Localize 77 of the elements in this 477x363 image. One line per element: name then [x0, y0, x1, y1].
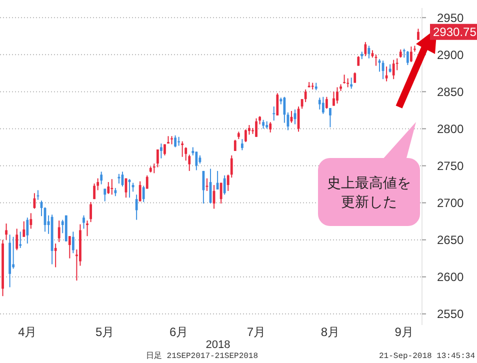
text: 日足 21SEP2017-21SEP2018 — [146, 351, 258, 361]
y-tick-label: 2650 — [437, 233, 464, 248]
candlestick — [392, 59, 395, 80]
candlestick — [135, 194, 138, 220]
candlestick — [107, 182, 110, 194]
y-tick-label: 2550 — [437, 307, 464, 322]
candlestick — [195, 151, 198, 171]
candlestick — [234, 139, 236, 152]
candlestick — [350, 77, 353, 90]
candlestick — [146, 174, 148, 190]
candlestick — [354, 72, 356, 84]
candlestick — [5, 223, 8, 240]
candlestick — [96, 178, 100, 191]
candlestick — [410, 46, 412, 63]
x-axis-title: 2018 — [206, 339, 230, 351]
candlestick — [417, 28, 420, 40]
y-tick-label: 2750 — [437, 158, 464, 173]
y-tick-label: 2950 — [437, 10, 464, 25]
candlestick — [68, 236, 71, 259]
candlestick — [72, 231, 74, 254]
text: 2930.75 — [433, 25, 477, 40]
candlestick — [93, 183, 96, 200]
y-tick-label: 2600 — [437, 270, 464, 284]
candlestick — [318, 97, 321, 110]
candlestick — [58, 220, 60, 243]
candlestick — [378, 58, 381, 72]
candlestick — [325, 96, 328, 110]
x-tick-label: 6月 — [169, 325, 188, 339]
candlestick — [357, 56, 360, 66]
candlestick — [244, 128, 247, 143]
y-tick-label: 2850 — [437, 84, 464, 99]
x-tick-label: 7月 — [246, 325, 266, 339]
candlestick — [272, 106, 276, 122]
candlestick — [220, 182, 222, 204]
candlestick — [269, 122, 272, 133]
candlestick — [336, 86, 338, 104]
candlestick — [406, 50, 409, 66]
candlestick — [16, 228, 18, 251]
candlestick — [240, 138, 244, 151]
candlestick — [110, 178, 114, 196]
candlestick — [54, 243, 57, 268]
candlestick — [368, 45, 370, 59]
candlestick — [86, 220, 88, 237]
candlestick — [152, 163, 156, 174]
candlestick — [283, 96, 286, 124]
candlestick — [329, 107, 332, 128]
y-tick-label: 2900 — [437, 48, 464, 62]
text: 21-Sep-2018 13:45:34 — [378, 352, 476, 361]
candlestick — [26, 217, 29, 244]
candlestick — [138, 180, 142, 202]
candlestick — [160, 143, 162, 159]
candlestick — [174, 134, 176, 148]
candlestick — [19, 231, 22, 248]
x-tick-label: 8月 — [320, 325, 340, 339]
candlestick — [104, 188, 106, 202]
candlestick — [142, 185, 145, 203]
x-tick-label: 5月 — [96, 325, 114, 339]
candlestick — [82, 214, 85, 230]
candlestick — [255, 118, 258, 138]
candlestick — [364, 42, 367, 57]
y-tick-label: 2800 — [437, 122, 464, 136]
candlestick — [276, 92, 279, 116]
y-tick-label: 2700 — [437, 196, 464, 210]
candlestick — [332, 91, 335, 106]
x-tick-label: 4月 — [18, 325, 37, 339]
candlestick — [156, 148, 159, 168]
candlestick — [22, 220, 26, 238]
candlestick — [223, 174, 226, 196]
candlestick — [100, 171, 103, 185]
candlestick — [90, 202, 92, 223]
candlestick — [322, 96, 324, 114]
annotation: 史上最高値を更新した — [327, 174, 411, 210]
candlestick — [30, 212, 32, 230]
x-tick-label: 9月 — [394, 325, 414, 339]
candlestick — [304, 88, 307, 103]
candlestick — [170, 136, 173, 145]
candlestick — [181, 140, 184, 158]
